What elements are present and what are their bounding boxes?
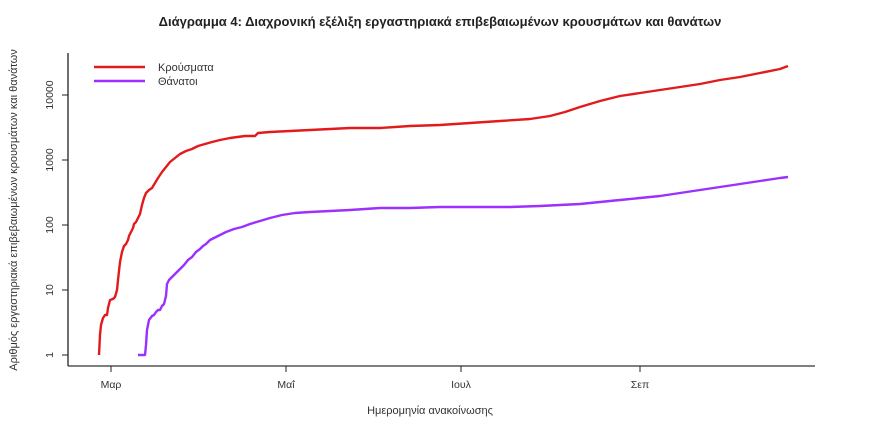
x-axis-label: Ημερομηνία ανακοίνωσης: [367, 405, 493, 417]
x-tick-label: Μαΐ: [277, 379, 295, 391]
x-ticks: Μαρ Μαΐ Ιουλ Σεπ: [101, 366, 649, 391]
x-tick-label: Ιουλ: [451, 379, 471, 391]
deaths-series-line: [138, 175, 789, 357]
x-tick-label: Μαρ: [101, 379, 122, 391]
y-tick-label: 10000: [44, 80, 56, 109]
legend-label-deaths: Θάνατοι: [158, 76, 198, 88]
legend: Κρούσματα Θάνατοι: [94, 62, 214, 88]
x-tick-label: Σεπ: [631, 379, 649, 391]
chart-title: Διάγραμμα 4: Διαχρονική εξέλιξη εργαστηρ…: [158, 14, 722, 29]
y-ticks: 1 10 100 1000 10000: [44, 80, 68, 358]
cases-series-line: [97, 64, 789, 356]
y-tick-label: 1000: [44, 148, 56, 172]
y-tick-label: 100: [44, 216, 56, 234]
legend-label-cases: Κρούσματα: [158, 62, 214, 74]
y-tick-label: 1: [44, 352, 56, 358]
y-tick-label: 10: [44, 284, 56, 296]
